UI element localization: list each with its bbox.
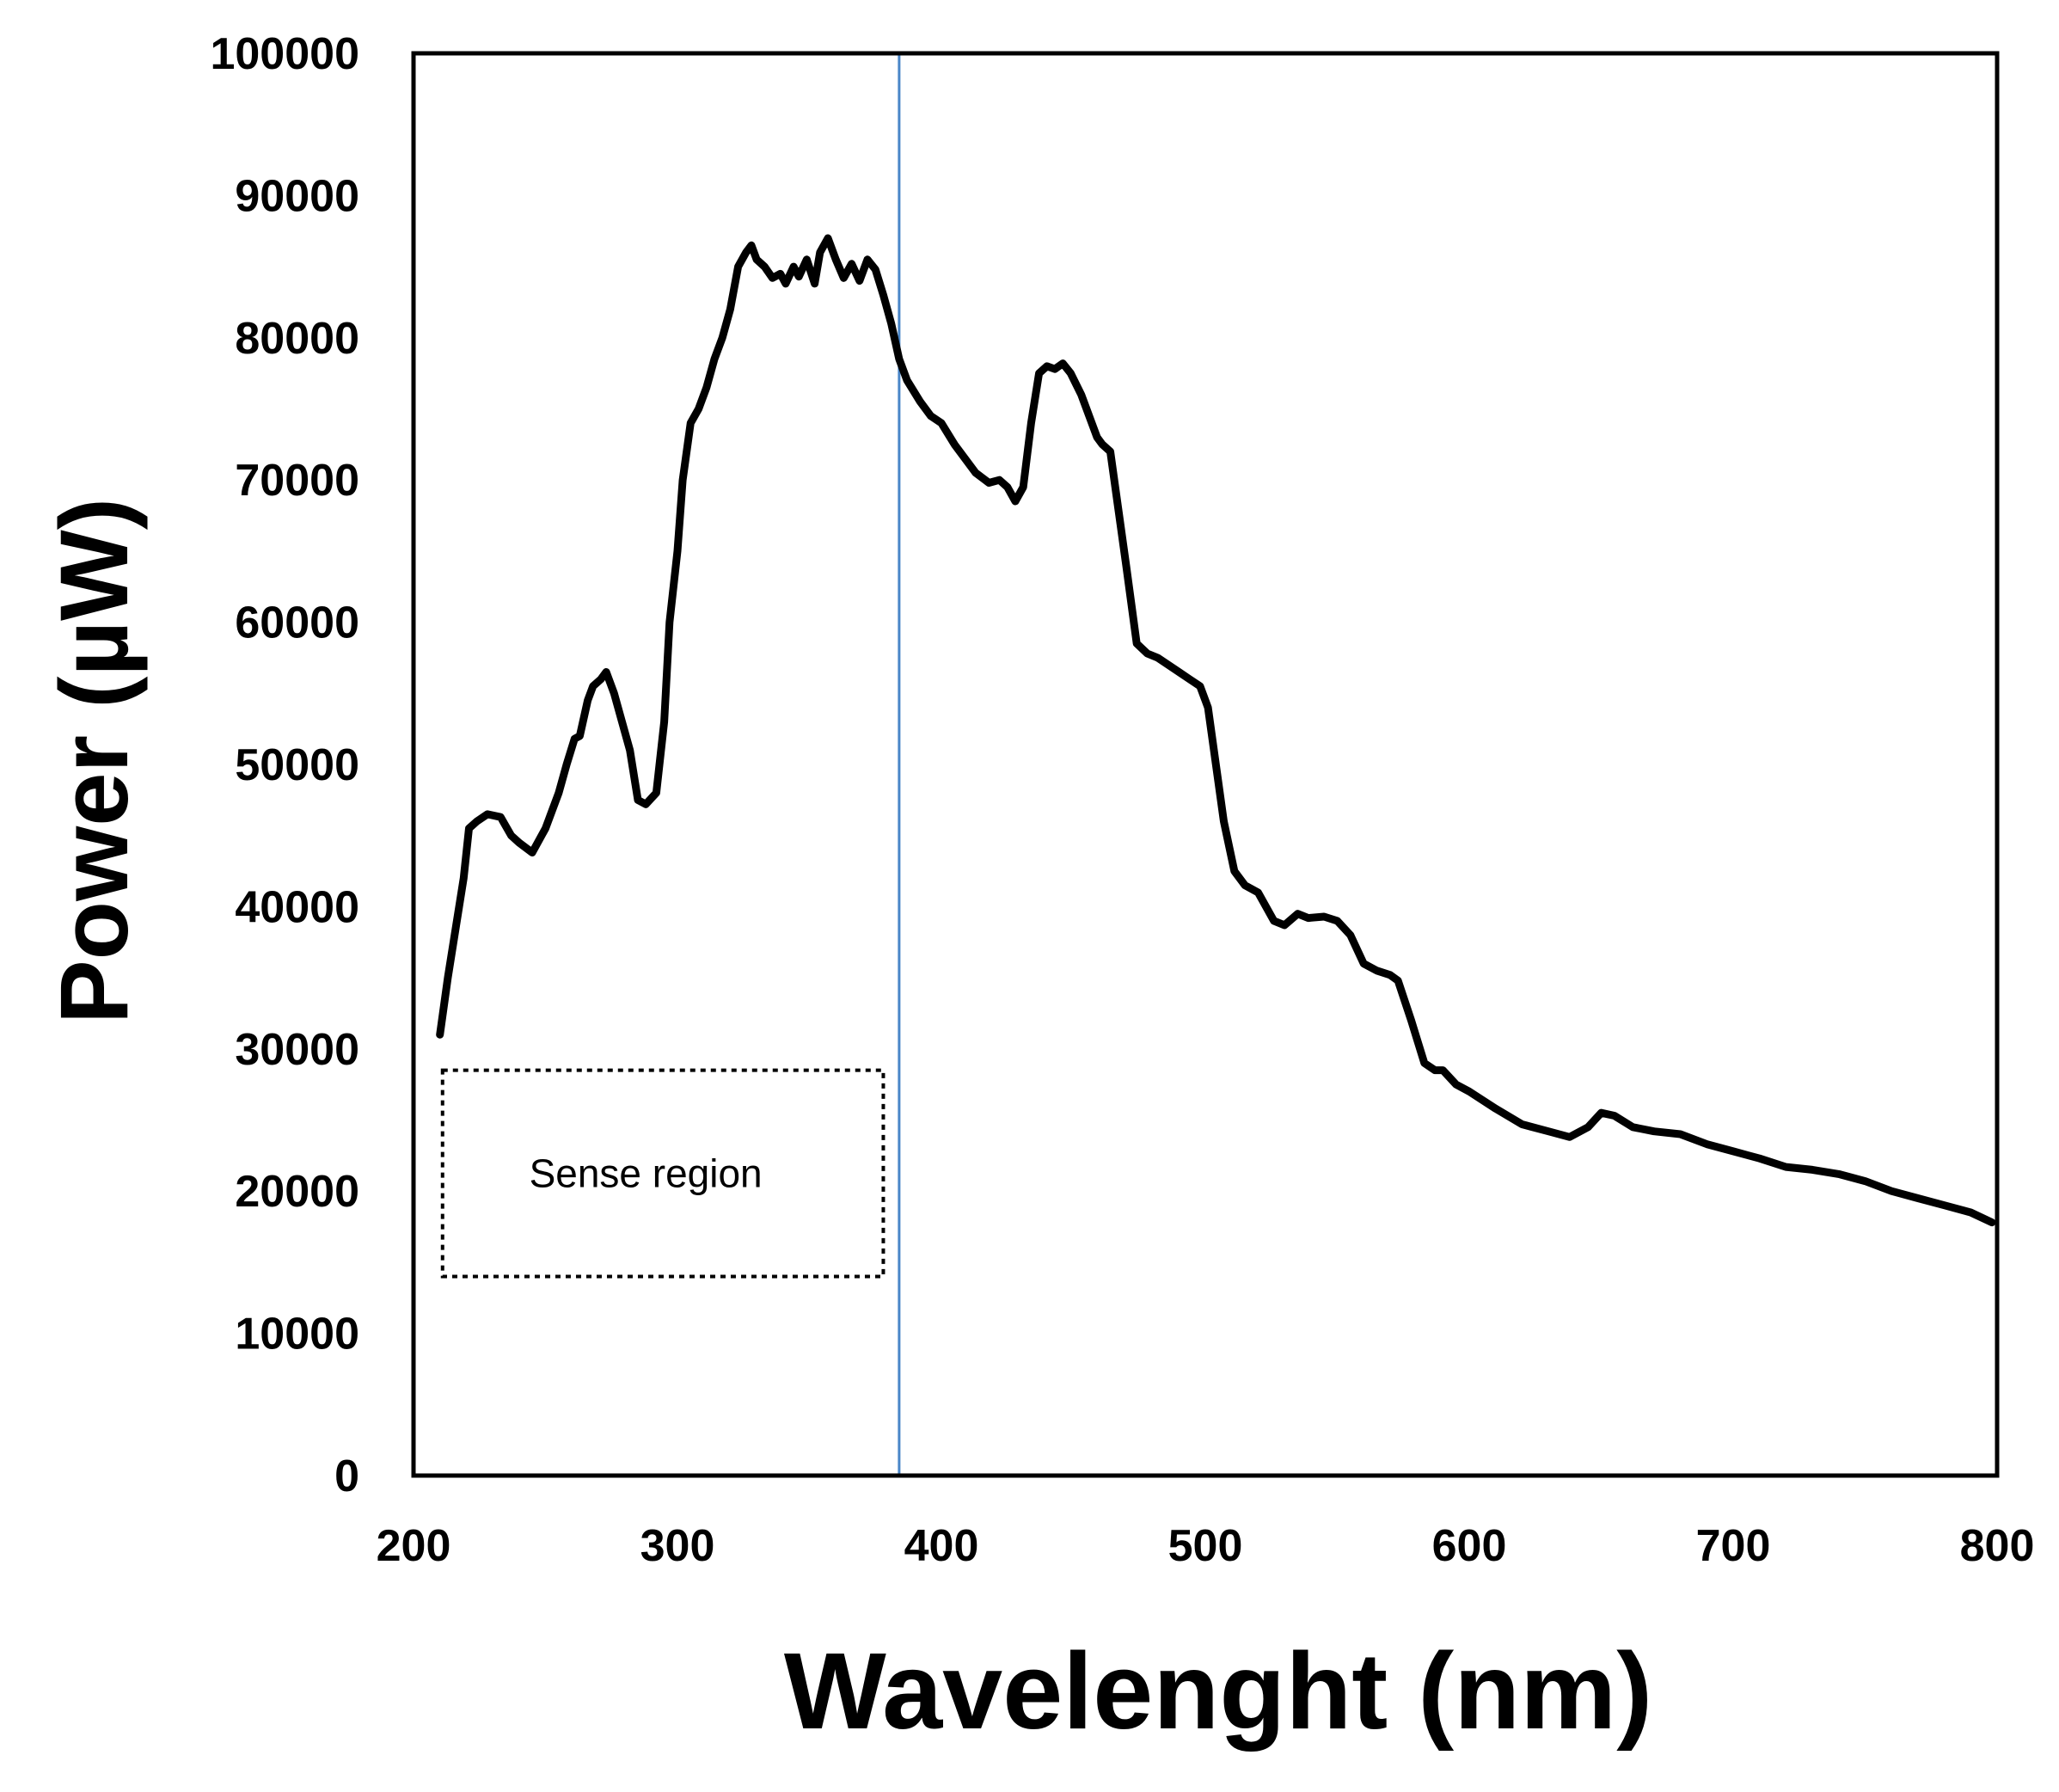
sense-region-box: [440, 1068, 885, 1279]
y-tick-label: 90000: [235, 171, 359, 221]
sense-region-label: Sense region: [530, 1151, 763, 1196]
y-tick-label: 20000: [235, 1167, 359, 1217]
y-tick-label: 30000: [235, 1025, 359, 1075]
x-axis-title: Wavelenght (nm): [784, 1630, 1652, 1752]
y-tick-label: 50000: [235, 740, 359, 790]
x-tick-label: 200: [377, 1521, 451, 1571]
x-tick-label: 800: [1960, 1521, 2035, 1571]
sense-region-annotation: Sense region: [440, 1068, 885, 1279]
y-tick-label: 80000: [235, 314, 359, 364]
x-tick-label: 400: [904, 1521, 979, 1571]
y-tick-label: 0: [334, 1451, 359, 1501]
y-tick-label: 100000: [210, 29, 359, 79]
x-tick-label: 700: [1696, 1521, 1771, 1571]
y-axis-title: Power (µW): [40, 498, 148, 1024]
x-tick-label: 600: [1432, 1521, 1507, 1571]
plot-frame: [411, 51, 2000, 1478]
y-tick-label: 60000: [235, 598, 359, 648]
y-tick-label: 40000: [235, 882, 359, 932]
x-tick-label: 500: [1168, 1521, 1243, 1571]
y-tick-labels: 0 10000 20000 30000 40000 50000 60000 70000 8000…: [210, 29, 359, 1501]
y-tick-label: 10000: [235, 1310, 359, 1359]
series-line-power: [436, 234, 1996, 1227]
y-tick-label: 70000: [235, 456, 359, 506]
x-tick-label: 300: [640, 1521, 715, 1571]
x-tick-labels: 200 300 400 500 600 700 800: [377, 1521, 2035, 1571]
